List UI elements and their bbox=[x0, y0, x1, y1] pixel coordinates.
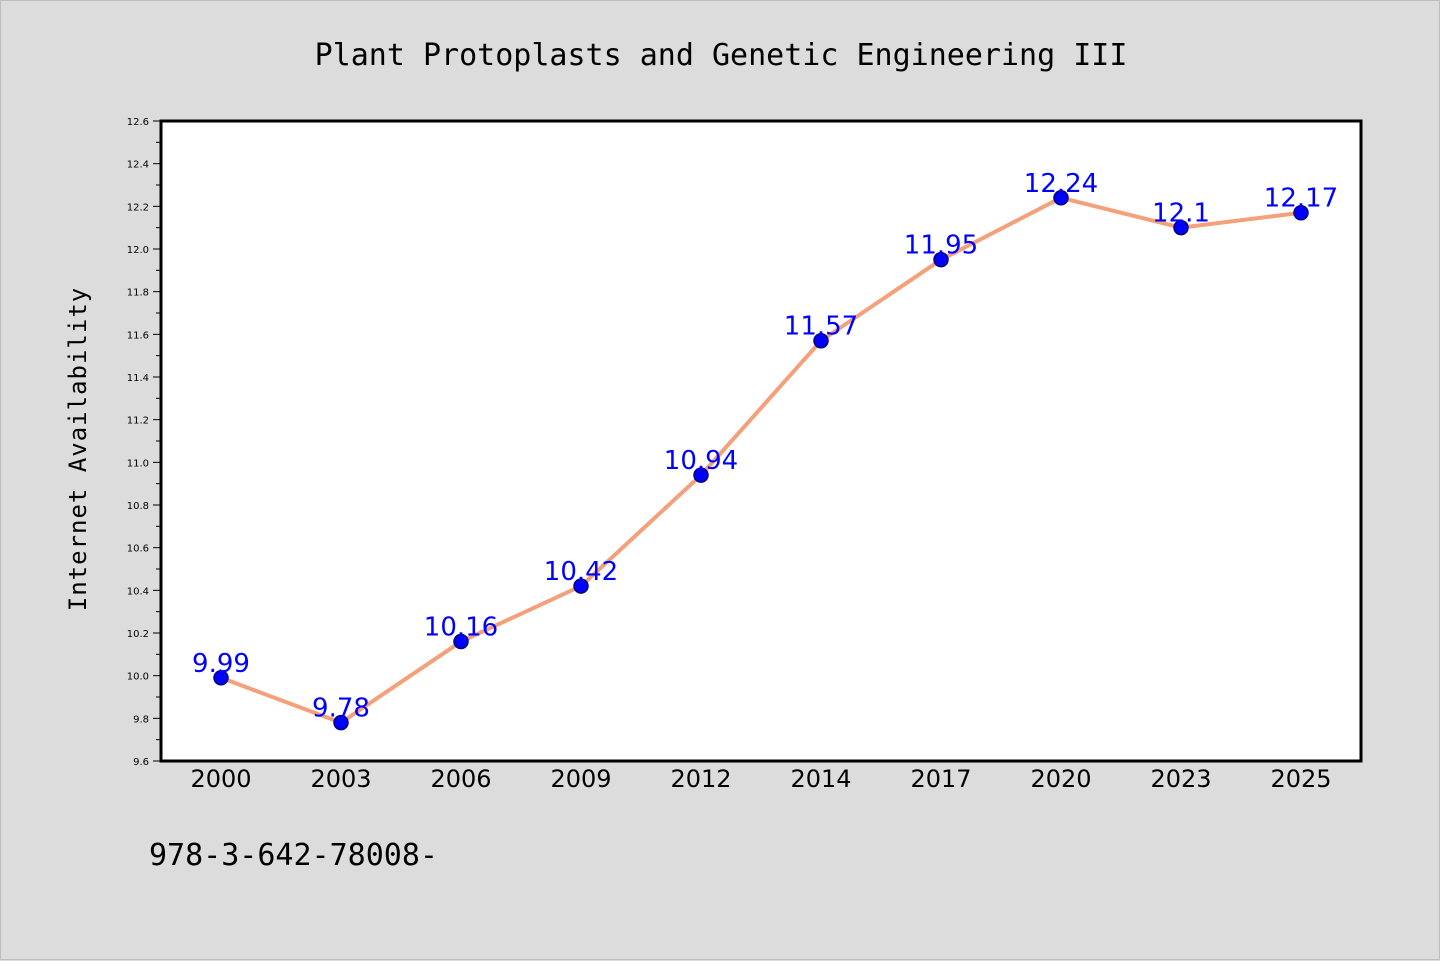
data-label: 12.1 bbox=[1152, 199, 1210, 229]
y-tick-label: 11.0 bbox=[127, 458, 149, 469]
data-label: 9.99 bbox=[192, 649, 250, 679]
data-label: 10.16 bbox=[424, 613, 498, 643]
data-label: 12.24 bbox=[1024, 169, 1098, 199]
y-tick-label: 11.8 bbox=[127, 288, 149, 299]
x-tick-label: 2023 bbox=[1150, 765, 1211, 793]
x-tick-label: 2017 bbox=[910, 765, 971, 793]
x-tick-label: 2012 bbox=[670, 765, 731, 793]
y-axis-label: Internet Availability bbox=[64, 287, 92, 611]
y-tick-label: 12.6 bbox=[127, 117, 149, 128]
x-tick-label: 2025 bbox=[1270, 765, 1331, 793]
x-axis: 2000 2003 2006 2009 2012 2014 2017 2020 2023 2025 bbox=[190, 765, 1331, 793]
data-point bbox=[1293, 204, 1309, 221]
chart-title: Plant Protoplasts and Genetic Engineerin… bbox=[315, 38, 1128, 73]
y-tick-label: 10.6 bbox=[127, 544, 149, 555]
x-tick-label: 2000 bbox=[190, 765, 251, 793]
y-axis: 9.6 9.8 10.0 10.2 10.4 10.6 10.8 11.0 11.2 11.4 11… bbox=[127, 117, 161, 768]
data-label: 10.42 bbox=[544, 557, 618, 587]
y-tick-label: 11.4 bbox=[127, 373, 149, 384]
y-tick-label: 10.2 bbox=[127, 629, 149, 640]
data-point bbox=[1053, 190, 1069, 206]
y-tick-label: 11.2 bbox=[127, 416, 149, 427]
y-tick-label: 12.4 bbox=[127, 160, 149, 171]
data-point bbox=[1173, 219, 1189, 236]
data-label: 11.57 bbox=[784, 312, 858, 342]
x-tick-label: 2009 bbox=[550, 765, 611, 793]
data-label: 10.94 bbox=[664, 446, 738, 476]
series-line-group bbox=[220, 195, 1302, 725]
data-point bbox=[933, 251, 949, 268]
data-point bbox=[213, 670, 229, 686]
data-labels-group: 9.99 9.78 10.16 10.42 10.94 11.57 11.95 12.24 12… bbox=[192, 169, 1338, 724]
y-tick-label: 12.2 bbox=[127, 202, 149, 213]
y-tick-label: 9.8 bbox=[133, 714, 149, 725]
data-label: 12.17 bbox=[1264, 184, 1338, 214]
footer-isbn-text: 978-3-642-78008- bbox=[149, 838, 438, 873]
x-tick-label: 2014 bbox=[790, 765, 851, 793]
data-point bbox=[333, 714, 349, 731]
y-tick-label: 10.0 bbox=[127, 672, 149, 683]
x-tick-label: 2006 bbox=[430, 765, 491, 793]
data-point bbox=[693, 467, 709, 483]
data-label: 9.78 bbox=[312, 694, 370, 724]
y-tick-label: 10.8 bbox=[127, 501, 149, 512]
y-tick-label: 10.4 bbox=[127, 586, 149, 597]
data-point bbox=[453, 633, 469, 650]
data-point bbox=[813, 332, 829, 349]
y-tick-label: 12.0 bbox=[127, 245, 149, 256]
plot-area bbox=[159, 119, 1363, 763]
series-points-group bbox=[213, 190, 1309, 731]
y-tick-label: 9.6 bbox=[133, 757, 149, 768]
series-line bbox=[220, 195, 1302, 725]
y-tick-label: 11.6 bbox=[127, 330, 149, 341]
x-tick-label: 2003 bbox=[310, 765, 371, 793]
x-tick-label: 2020 bbox=[1030, 765, 1091, 793]
data-point bbox=[573, 578, 589, 594]
data-label: 11.95 bbox=[904, 231, 978, 261]
